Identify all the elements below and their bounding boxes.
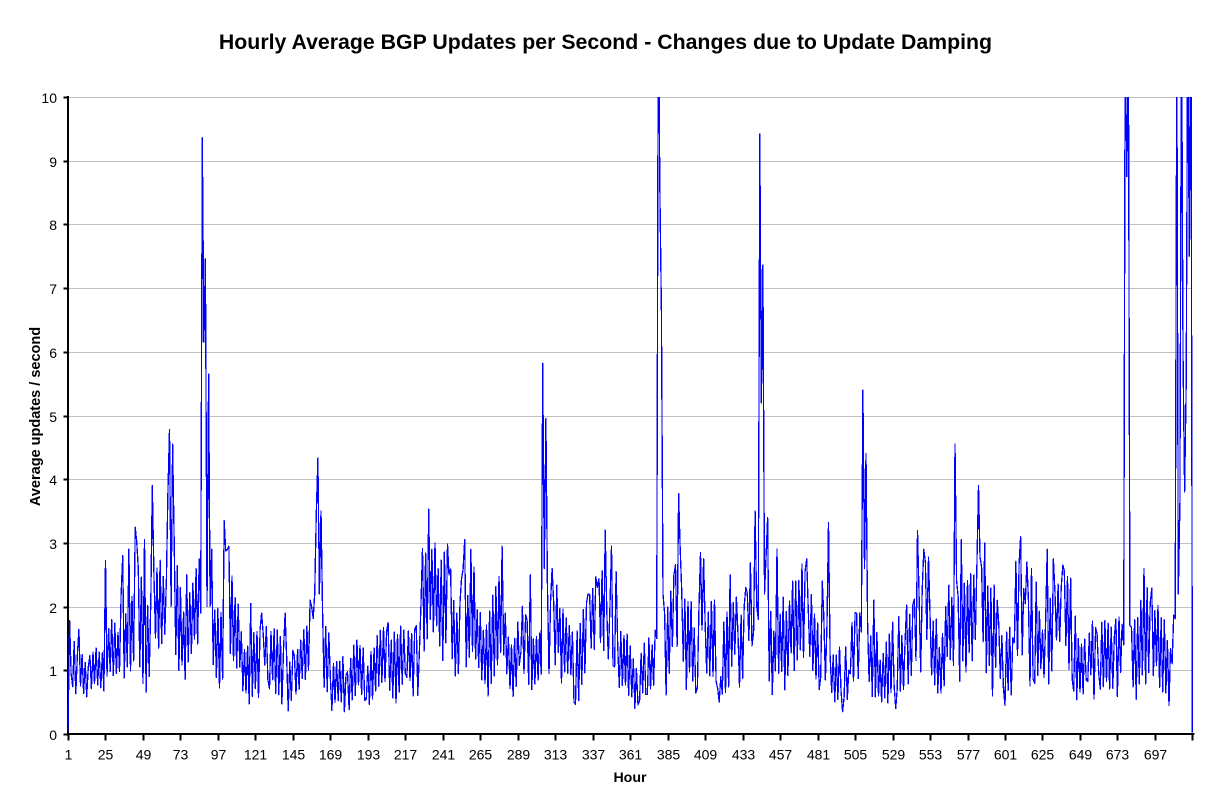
svg-text:6: 6 [49,345,57,361]
svg-text:241: 241 [432,747,456,763]
svg-text:169: 169 [319,747,343,763]
svg-text:9: 9 [49,154,57,170]
svg-text:97: 97 [211,747,227,763]
svg-text:337: 337 [582,747,606,763]
svg-text:25: 25 [98,747,114,763]
svg-text:289: 289 [507,747,531,763]
svg-text:121: 121 [244,747,268,763]
svg-text:481: 481 [807,747,831,763]
svg-text:49: 49 [136,747,152,763]
svg-text:217: 217 [394,747,418,763]
svg-text:3: 3 [49,536,57,552]
svg-text:1: 1 [49,663,57,679]
svg-text:529: 529 [882,747,906,763]
svg-text:Hourly Average BGP Updates per: Hourly Average BGP Updates per Second - … [219,30,992,54]
svg-text:409: 409 [694,747,718,763]
svg-text:577: 577 [957,747,981,763]
svg-text:553: 553 [919,747,943,763]
svg-text:1: 1 [65,747,73,763]
svg-text:505: 505 [844,747,868,763]
svg-text:649: 649 [1069,747,1093,763]
svg-text:457: 457 [769,747,793,763]
svg-text:385: 385 [657,747,681,763]
svg-text:433: 433 [732,747,756,763]
svg-text:145: 145 [282,747,306,763]
svg-text:5: 5 [49,409,57,425]
svg-text:7: 7 [49,281,57,297]
svg-text:673: 673 [1106,747,1130,763]
svg-text:601: 601 [994,747,1018,763]
svg-text:313: 313 [544,747,568,763]
svg-text:0: 0 [49,727,57,743]
svg-text:265: 265 [469,747,493,763]
svg-text:4: 4 [49,472,57,488]
svg-text:361: 361 [619,747,643,763]
svg-text:10: 10 [41,90,57,106]
svg-text:697: 697 [1144,747,1168,763]
svg-text:Average updates / second: Average updates / second [28,327,44,506]
svg-text:193: 193 [357,747,381,763]
svg-text:73: 73 [173,747,189,763]
svg-text:2: 2 [49,600,57,616]
svg-text:8: 8 [49,217,57,233]
svg-text:625: 625 [1031,747,1055,763]
svg-text:Hour: Hour [613,770,647,786]
